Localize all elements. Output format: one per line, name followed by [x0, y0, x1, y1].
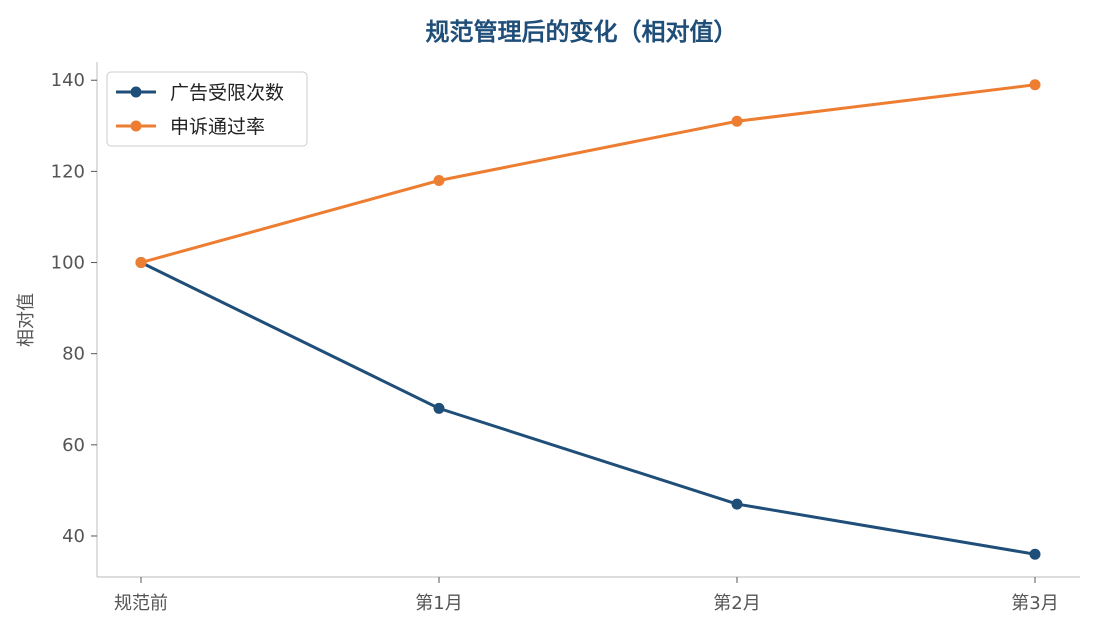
chart-title: 规范管理后的变化（相对值）: [425, 18, 738, 46]
legend-label-0: 广告受限次数: [170, 82, 284, 104]
data-point: [1029, 79, 1041, 91]
x-tick-label: 规范前: [114, 593, 168, 614]
y-tick-label: 40: [62, 526, 85, 547]
y-axis-label: 相对值: [16, 293, 37, 347]
legend-label-1: 申诉通过率: [170, 116, 265, 138]
y-tick-label: 80: [62, 344, 85, 365]
data-point: [433, 174, 445, 186]
x-tick-label: 第3月: [1011, 593, 1058, 614]
data-point: [1029, 548, 1041, 560]
x-tick-label: 第2月: [713, 593, 760, 614]
legend-box: [106, 71, 308, 147]
y-tick-label: 100: [51, 253, 85, 274]
series-line-0: [140, 261, 1036, 556]
series-line-1: [140, 83, 1036, 264]
data-point: [135, 257, 147, 269]
data-point: [433, 402, 445, 414]
y-tick-label: 60: [62, 435, 85, 456]
x-tick-label: 第1月: [415, 593, 462, 614]
data-point: [731, 115, 743, 127]
y-tick-label: 140: [51, 70, 85, 91]
y-tick-label: 120: [51, 161, 85, 182]
axes: [96, 62, 1080, 578]
data-point: [731, 498, 743, 510]
legend-marker-1: [130, 120, 142, 132]
ticks: 40 60 80 100 120 140 规范前 第1月 第2月 第3月: [51, 70, 1059, 614]
legend-marker-0: [130, 86, 142, 98]
series-layer: [135, 79, 1041, 560]
